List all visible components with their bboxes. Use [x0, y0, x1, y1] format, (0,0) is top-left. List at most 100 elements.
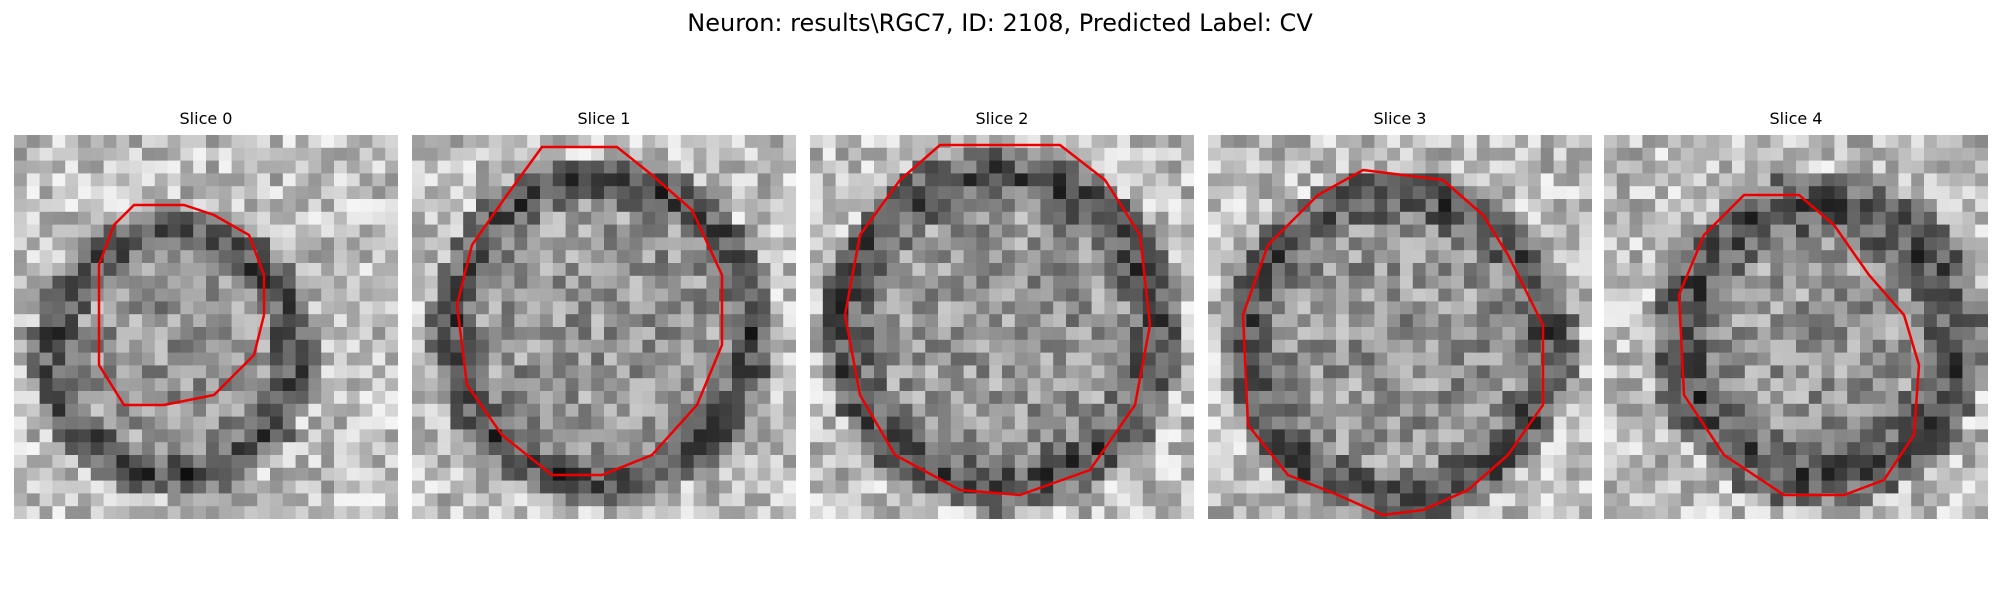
pixel-cell	[116, 186, 129, 199]
pixel-cell	[1745, 161, 1758, 174]
pixel-cell	[540, 481, 553, 494]
pixel-cell	[1809, 263, 1822, 276]
pixel-cell	[308, 250, 321, 263]
pixel-cell	[206, 455, 219, 468]
pixel-cell	[1706, 289, 1719, 302]
pixel-cell	[104, 442, 117, 455]
pixel-cell	[27, 378, 40, 391]
pixel-cell	[334, 429, 347, 442]
pixel-cell	[1745, 455, 1758, 468]
pixel-cell	[1221, 327, 1234, 340]
pixel-cell	[566, 314, 579, 327]
pixel-cell	[1259, 404, 1272, 417]
pixel-cell	[964, 186, 977, 199]
pixel-cell	[1181, 199, 1194, 212]
pixel-cell	[514, 327, 527, 340]
pixel-cell	[1310, 468, 1323, 481]
pixel-cell	[874, 276, 887, 289]
pixel-cell	[1911, 417, 1924, 430]
pixel-cell	[1259, 225, 1272, 238]
pixel-cell	[257, 404, 270, 417]
pixel-cell	[1104, 276, 1117, 289]
pixel-cell	[308, 237, 321, 250]
pixel-cell	[874, 327, 887, 340]
pixel-cell	[1719, 327, 1732, 340]
pixel-cell	[1285, 327, 1298, 340]
pixel-cell	[745, 276, 758, 289]
pixel-cell	[1681, 417, 1694, 430]
pixel-cell	[489, 506, 502, 519]
pixel-cell	[296, 417, 309, 430]
pixel-cell	[372, 353, 385, 366]
pixel-cell	[578, 404, 591, 417]
pixel-cell	[1655, 289, 1668, 302]
pixel-cell	[1028, 365, 1041, 378]
pixel-cell	[1323, 378, 1336, 391]
pixel-cell	[1413, 327, 1426, 340]
pixel-cell	[1898, 225, 1911, 238]
pixel-cell	[938, 493, 951, 506]
pixel-cell	[1387, 493, 1400, 506]
pixel-cell	[1809, 391, 1822, 404]
pixel-cell	[1758, 289, 1771, 302]
pixel-cell	[1451, 173, 1464, 186]
pixel-cell	[1783, 340, 1796, 353]
pixel-cell	[412, 148, 425, 161]
pixel-cell	[206, 225, 219, 238]
pixel-cell	[1400, 493, 1413, 506]
pixel-cell	[1310, 391, 1323, 404]
pixel-cell	[1515, 199, 1528, 212]
pixel-cell	[1298, 417, 1311, 430]
pixel-cell	[308, 276, 321, 289]
pixel-cell	[1272, 327, 1285, 340]
pixel-cell	[1770, 148, 1783, 161]
pixel-cell	[1181, 135, 1194, 148]
pixel-cell	[1208, 468, 1221, 481]
pixel-cell	[450, 314, 463, 327]
pixel-cell	[1694, 365, 1707, 378]
pixel-cell	[578, 442, 591, 455]
pixel-cell	[244, 417, 257, 430]
pixel-cell	[1053, 353, 1066, 366]
pixel-cell	[321, 250, 334, 263]
pixel-cell	[1860, 237, 1873, 250]
pixel-cell	[155, 212, 168, 225]
pixel-cell	[1860, 148, 1873, 161]
pixel-cell	[1040, 186, 1053, 199]
pixel-cell	[836, 263, 849, 276]
pixel-cell	[1400, 417, 1413, 430]
pixel-cell	[372, 173, 385, 186]
pixel-cell	[1092, 250, 1105, 263]
pixel-cell	[951, 493, 964, 506]
pixel-cell	[540, 429, 553, 442]
pixel-cell	[1822, 429, 1835, 442]
pixel-cell	[1502, 289, 1515, 302]
pixel-cell	[1732, 442, 1745, 455]
pixel-cell	[591, 161, 604, 174]
pixel-cell	[681, 455, 694, 468]
pixel-cell	[65, 301, 78, 314]
pixel-cell	[861, 173, 874, 186]
pixel-cell	[1604, 301, 1617, 314]
pixel-cell	[244, 314, 257, 327]
pixel-cell	[385, 365, 398, 378]
pixel-cell	[1053, 225, 1066, 238]
pixel-cell	[1143, 417, 1156, 430]
pixel-cell	[360, 135, 373, 148]
pixel-cell	[770, 289, 783, 302]
pixel-cell	[1962, 237, 1975, 250]
pixel-cell	[861, 199, 874, 212]
pixel-cell	[1130, 301, 1143, 314]
pixel-cell	[193, 378, 206, 391]
pixel-cell	[412, 212, 425, 225]
pixel-cell	[1181, 148, 1194, 161]
pixel-cell	[1438, 353, 1451, 366]
pixel-cell	[1655, 442, 1668, 455]
pixel-cell	[1950, 417, 1963, 430]
pixel-cell	[1104, 327, 1117, 340]
pixel-cell	[27, 135, 40, 148]
pixel-cell	[489, 301, 502, 314]
pixel-cell	[1272, 417, 1285, 430]
pixel-cell	[180, 506, 193, 519]
pixel-cell	[1323, 225, 1336, 238]
